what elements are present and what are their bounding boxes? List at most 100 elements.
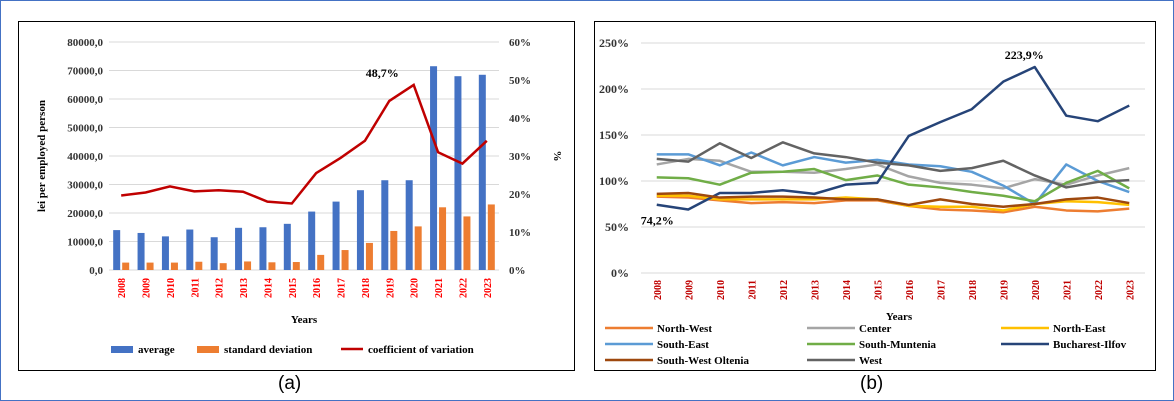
x-tick-label: 2012 [215, 278, 226, 298]
bar-standard-deviation [414, 226, 422, 270]
x-tick-label: 2013 [239, 278, 250, 298]
y2-axis-title: % [551, 151, 563, 162]
x-tick-label: 2015 [288, 278, 299, 298]
x-tick-label: 2021 [434, 278, 445, 298]
line-South-Muntenia [656, 167, 1130, 203]
y-tick-label: 30000,0 [67, 180, 103, 192]
legend-label: North-East [1053, 323, 1106, 335]
annotation-peak: 223,9% [1005, 48, 1044, 62]
y-tick-label: 80000,0 [67, 37, 103, 49]
line-coefficient-of-variation [121, 83, 488, 205]
x-tick-label: 2018 [968, 280, 979, 300]
y2-tick-label: 30% [509, 151, 531, 163]
bar-standard-deviation [244, 261, 252, 270]
bar-average [332, 201, 340, 270]
bar-average [235, 227, 243, 270]
x-tick-label: 2012 [779, 280, 790, 300]
y-tick-label: 40000,0 [67, 151, 103, 163]
x-tick-label: 2021 [1062, 280, 1073, 300]
line-South-West-Oltenia [656, 191, 1130, 209]
bar-standard-deviation [292, 262, 300, 270]
x-tick-label: 2014 [842, 280, 853, 300]
bar-average [454, 76, 462, 270]
line-South-East [656, 151, 1130, 206]
bar-standard-deviation [146, 262, 154, 270]
x-tick-label: 2014 [263, 278, 274, 298]
legend-label: Bucharest-Ilfov [1053, 339, 1127, 351]
x-tick-label: 2022 [1094, 280, 1105, 300]
bar-average [308, 211, 316, 270]
y2-tick-label: 60% [509, 37, 531, 49]
bar-standard-deviation [390, 230, 398, 270]
legend-label: West [859, 355, 883, 367]
y2-tick-label: 50% [509, 75, 531, 87]
bar-average [161, 236, 169, 270]
annotation-min: 74,2% [641, 214, 674, 228]
y-tick-label: 50% [605, 220, 629, 234]
x-tick-label: 2010 [166, 278, 177, 298]
bar-average [137, 232, 145, 270]
y-tick-label: 100% [599, 174, 629, 188]
x-tick-label: 2016 [312, 278, 323, 298]
y2-tick-label: 40% [509, 113, 531, 125]
x-tick-label: 2020 [1031, 280, 1042, 300]
legend-label: average [138, 344, 175, 356]
x-tick-label: 2008 [117, 278, 128, 298]
x-tick-label: 2009 [684, 280, 695, 300]
x-tick-label: 2017 [936, 280, 947, 300]
x-tick-label: 2019 [999, 280, 1010, 300]
bar-standard-deviation [317, 254, 325, 270]
chart-a-panel: 0,0 10000,0 20000,0 30000,0 40000,0 50000,0 60… [18, 21, 575, 371]
y2-tick-label: 0% [509, 265, 526, 277]
panel-label-b: (b) [860, 373, 884, 394]
x-tick-label: 2015 [873, 280, 884, 300]
legend-label: coefficient of variation [368, 344, 474, 356]
bar-standard-deviation [268, 262, 276, 270]
bar-standard-deviation [195, 261, 203, 270]
bar-average [478, 74, 486, 271]
y2-tick-label: 20% [509, 189, 531, 201]
legend-label: South-East [657, 339, 709, 351]
legend-label: South-Muntenia [859, 339, 937, 351]
y-tick-label: 10000,0 [67, 237, 103, 249]
x-tick-label: 2016 [905, 280, 916, 300]
y-tick-label: 250% [599, 36, 629, 50]
x-axis-title: Years [291, 314, 318, 326]
legend-label: South-West Oltenia [657, 355, 749, 367]
x-tick-label: 2017 [337, 278, 348, 298]
y-tick-label: 60000,0 [67, 94, 103, 106]
bar-standard-deviation [439, 207, 447, 270]
x-tick-label: 2010 [716, 280, 727, 300]
bar-standard-deviation [219, 263, 227, 270]
bar-average [186, 229, 194, 270]
y-tick-label: 70000,0 [67, 66, 103, 78]
bar-average [210, 237, 218, 270]
y-tick-label: 0% [611, 266, 629, 280]
bar-standard-deviation [122, 262, 130, 270]
y-tick-label: 200% [599, 82, 629, 96]
bar-average [405, 180, 413, 270]
bar-standard-deviation [365, 242, 373, 270]
chart-b-svg: 0% 50% 100% 150% 200% 250% 2008 2009 2010 2011 201… [599, 36, 1145, 367]
chart-a-svg: 0,0 10000,0 20000,0 30000,0 40000,0 50000,0 60… [36, 37, 563, 356]
annotation-peak: 48,7% [366, 66, 399, 80]
x-tick-label: 2020 [410, 278, 421, 298]
bar-average [259, 227, 267, 270]
line-West [656, 141, 1130, 189]
bar-standard-deviation [170, 262, 178, 270]
x-tick-label: 2011 [190, 278, 201, 297]
x-tick-label: 2009 [142, 278, 153, 298]
x-tick-label: 2008 [653, 280, 664, 300]
x-tick-label: 2023 [483, 278, 494, 298]
bar-average [356, 190, 364, 270]
x-tick-label: 2013 [810, 280, 821, 300]
legend-label: standard deviation [224, 344, 312, 356]
x-tick-label: 2023 [1125, 280, 1136, 300]
panel-label-a: (a) [278, 373, 302, 394]
line-Bucharest-Ilfov [656, 65, 1130, 211]
legend-swatch [197, 346, 219, 353]
y-tick-label: 0,0 [89, 265, 103, 277]
legend-swatch [111, 346, 133, 353]
bar-average [283, 223, 291, 270]
chart-b-panel: 0% 50% 100% 150% 200% 250% 2008 2009 2010 2011 201… [594, 21, 1156, 371]
